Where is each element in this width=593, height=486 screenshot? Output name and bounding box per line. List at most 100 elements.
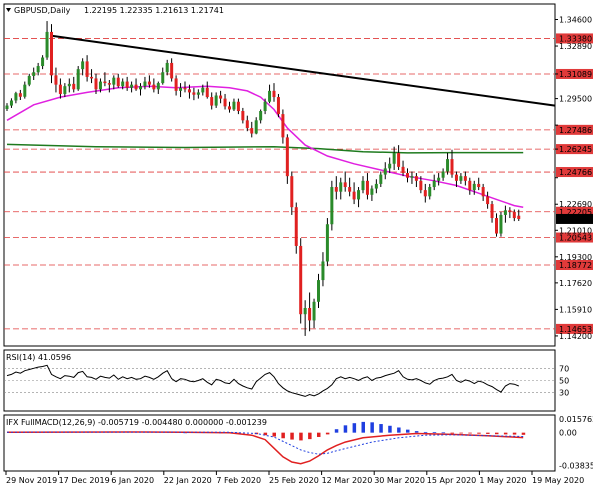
candle-body xyxy=(223,98,227,107)
candle xyxy=(495,213,498,237)
candle-body xyxy=(72,83,76,90)
time-tick-4: 7 Feb 2020 xyxy=(216,476,261,485)
candle xyxy=(348,177,352,197)
ohlc-label: 1.22195 1.22335 1.21613 1.21741 xyxy=(84,6,224,15)
candle xyxy=(512,209,516,222)
candle-body xyxy=(281,114,285,138)
candle-body xyxy=(365,180,369,195)
candle-body xyxy=(348,187,352,192)
candle-body xyxy=(490,204,494,219)
candle xyxy=(27,73,31,87)
candle-body xyxy=(9,100,13,106)
candle xyxy=(432,174,436,191)
candle xyxy=(94,73,98,94)
rsi-line xyxy=(6,364,519,397)
candle-body xyxy=(321,261,325,281)
candle xyxy=(477,177,481,191)
candle-body xyxy=(290,176,294,208)
candle xyxy=(383,162,387,180)
level-tag-bg-8 xyxy=(556,323,593,334)
candle xyxy=(76,66,80,91)
current-price-tag-bg xyxy=(556,213,593,224)
macd-bar xyxy=(263,432,268,436)
candle xyxy=(152,78,156,93)
macd-bar xyxy=(334,429,339,433)
time-tick-8: 15 Apr 2020 xyxy=(427,476,476,485)
candle-body xyxy=(147,81,151,85)
level-tag-3: 1.26245 xyxy=(559,145,592,154)
candle-body xyxy=(428,187,432,197)
candle-body xyxy=(392,152,396,164)
candle-body xyxy=(27,75,31,85)
candle xyxy=(250,121,254,138)
candle xyxy=(472,180,476,195)
candle-body xyxy=(263,101,267,112)
candle xyxy=(147,75,151,88)
candle xyxy=(357,187,361,208)
rsi-panel-frame xyxy=(3,349,556,412)
level-tag-4: 1.24766 xyxy=(559,168,592,177)
candle xyxy=(9,98,13,108)
macd-bar xyxy=(388,425,392,433)
candle-body xyxy=(103,81,107,84)
candle xyxy=(219,90,223,104)
candle-body xyxy=(170,62,174,79)
candle-body xyxy=(201,87,205,93)
candle-body xyxy=(134,84,138,90)
candle xyxy=(397,145,401,170)
candle xyxy=(325,218,329,267)
level-tag-bg-6 xyxy=(556,232,593,243)
candle xyxy=(32,67,36,80)
level-tag-6: 1.20543 xyxy=(559,234,592,243)
candle xyxy=(294,202,298,254)
candle xyxy=(263,98,267,115)
candle xyxy=(401,160,405,177)
candle xyxy=(245,115,249,132)
rsi-tick-2: 30 xyxy=(559,389,569,398)
price-tick-7: 1.22690 xyxy=(559,200,592,209)
candle-body xyxy=(294,207,298,246)
candle-body xyxy=(187,89,191,93)
candle xyxy=(365,173,369,200)
candle-body xyxy=(23,84,27,97)
collapse-triangle-icon[interactable] xyxy=(6,8,11,12)
time-tick-7: 30 Mar 2020 xyxy=(374,476,425,485)
candle xyxy=(374,179,378,194)
price-tick-3: 1.29500 xyxy=(559,95,592,104)
trendline xyxy=(51,34,556,107)
candle xyxy=(90,69,94,84)
candle xyxy=(312,298,316,329)
candle xyxy=(143,76,147,90)
time-axis: 29 Nov 2019 17 Dec 2019 6 Jan 2020 22 Jan 2… xyxy=(5,471,584,485)
candle xyxy=(134,78,138,91)
macd-bar xyxy=(272,432,276,437)
macd-bar xyxy=(459,432,463,434)
sma-magenta-line xyxy=(6,85,524,208)
candle xyxy=(58,78,62,99)
candle xyxy=(45,21,49,60)
symbol-label: GBPUSD,Daily xyxy=(14,6,71,15)
candle-body xyxy=(370,188,374,195)
macd-bar xyxy=(379,424,383,433)
candle xyxy=(459,173,463,184)
candle-body xyxy=(477,183,481,188)
candle xyxy=(179,83,183,98)
candle xyxy=(463,171,467,186)
macd-bar xyxy=(477,432,481,434)
candle-body xyxy=(179,87,183,91)
candle xyxy=(241,107,245,124)
candle xyxy=(361,176,365,194)
macd-tick-1: 0.00 xyxy=(559,429,577,438)
candle-body xyxy=(241,111,245,121)
candle-body xyxy=(116,77,120,87)
time-tick-2: 6 Jan 2020 xyxy=(111,476,154,485)
candle-body xyxy=(192,92,196,95)
candle xyxy=(103,72,107,87)
level-tag-1: 1.31089 xyxy=(559,70,592,79)
candle-body xyxy=(125,81,129,88)
candle-body xyxy=(423,190,427,197)
candle-body xyxy=(334,187,338,192)
rsi-tick-0: 70 xyxy=(559,364,569,373)
candle xyxy=(41,55,45,70)
macd-line xyxy=(6,431,524,465)
